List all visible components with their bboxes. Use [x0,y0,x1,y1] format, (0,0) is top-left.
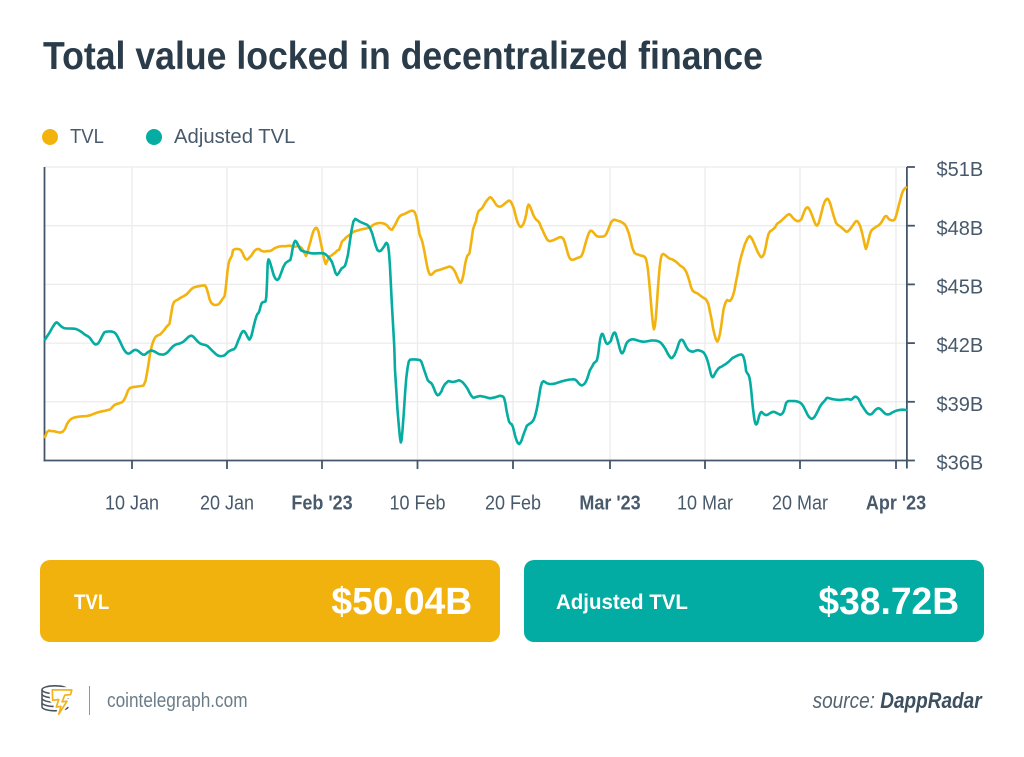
svg-text:Mar '23: Mar '23 [579,493,640,515]
svg-text:20 Feb: 20 Feb [485,493,541,515]
svg-text:10 Mar: 10 Mar [677,493,734,515]
svg-text:10 Feb: 10 Feb [389,493,445,515]
svg-text:Apr '23: Apr '23 [866,493,926,515]
svg-text:$48B: $48B [937,218,984,240]
svg-text:$42B: $42B [937,335,984,357]
svg-text:20 Jan: 20 Jan [200,493,254,515]
svg-text:$45B: $45B [937,277,984,299]
svg-text:20 Mar: 20 Mar [772,493,829,515]
svg-text:Feb '23: Feb '23 [291,493,352,515]
svg-text:10 Jan: 10 Jan [105,493,159,515]
svg-text:$39B: $39B [937,394,984,416]
svg-text:$36B: $36B [937,453,984,475]
svg-text:$51B: $51B [937,159,984,181]
